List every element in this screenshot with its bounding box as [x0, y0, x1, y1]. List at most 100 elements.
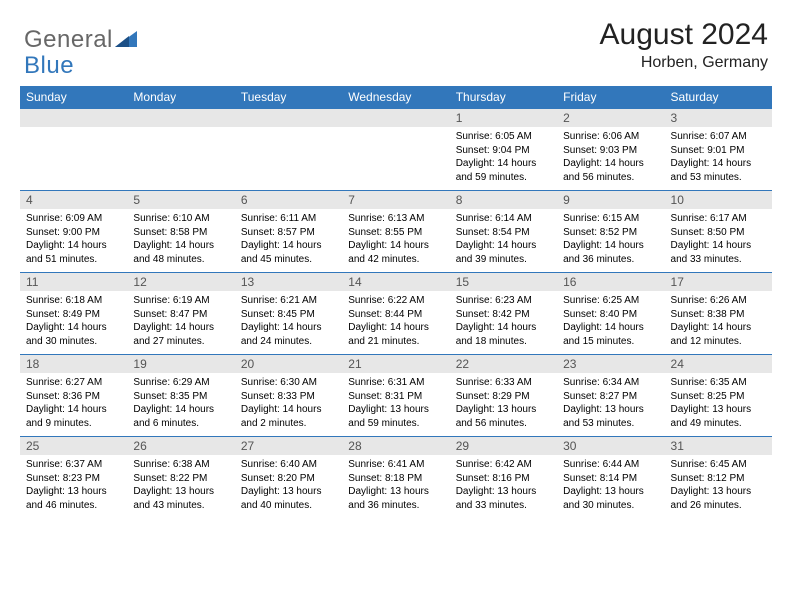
sunrise-text: Sunrise: 6:14 AM: [456, 212, 551, 226]
sunset-text: Sunset: 8:33 PM: [241, 390, 336, 404]
day-detail-cell: Sunrise: 6:26 AMSunset: 8:38 PMDaylight:…: [665, 291, 772, 355]
day-number-cell: 3: [665, 109, 772, 128]
sunset-text: Sunset: 8:52 PM: [563, 226, 658, 240]
day-detail-cell: Sunrise: 6:31 AMSunset: 8:31 PMDaylight:…: [342, 373, 449, 437]
day-detail-cell: [342, 127, 449, 191]
sunrise-text: Sunrise: 6:45 AM: [671, 458, 766, 472]
day-number-cell: 13: [235, 273, 342, 292]
sunset-text: Sunset: 8:40 PM: [563, 308, 658, 322]
daylight-text: Daylight: 14 hours and 30 minutes.: [26, 321, 121, 348]
day-number-cell: 27: [235, 437, 342, 456]
day-detail-row: Sunrise: 6:37 AMSunset: 8:23 PMDaylight:…: [20, 455, 772, 518]
day-detail-cell: Sunrise: 6:33 AMSunset: 8:29 PMDaylight:…: [450, 373, 557, 437]
daylight-text: Daylight: 14 hours and 24 minutes.: [241, 321, 336, 348]
daylight-text: Daylight: 14 hours and 9 minutes.: [26, 403, 121, 430]
daylight-text: Daylight: 13 hours and 46 minutes.: [26, 485, 121, 512]
day-header: Monday: [127, 86, 234, 109]
day-number-cell: 26: [127, 437, 234, 456]
sunrise-text: Sunrise: 6:35 AM: [671, 376, 766, 390]
day-header: Sunday: [20, 86, 127, 109]
day-detail-cell: Sunrise: 6:13 AMSunset: 8:55 PMDaylight:…: [342, 209, 449, 273]
day-number-cell: 24: [665, 355, 772, 374]
sunset-text: Sunset: 8:47 PM: [133, 308, 228, 322]
day-header: Saturday: [665, 86, 772, 109]
day-detail-cell: [235, 127, 342, 191]
day-detail-cell: Sunrise: 6:45 AMSunset: 8:12 PMDaylight:…: [665, 455, 772, 518]
daylight-text: Daylight: 14 hours and 27 minutes.: [133, 321, 228, 348]
day-number-cell: 18: [20, 355, 127, 374]
sunset-text: Sunset: 8:54 PM: [456, 226, 551, 240]
sunset-text: Sunset: 8:20 PM: [241, 472, 336, 486]
daylight-text: Daylight: 14 hours and 56 minutes.: [563, 157, 658, 184]
daylight-text: Daylight: 13 hours and 36 minutes.: [348, 485, 443, 512]
day-number-cell: 8: [450, 191, 557, 210]
daylight-text: Daylight: 13 hours and 26 minutes.: [671, 485, 766, 512]
calendar-table: Sunday Monday Tuesday Wednesday Thursday…: [20, 86, 772, 518]
day-number-row: 45678910: [20, 191, 772, 210]
day-detail-cell: Sunrise: 6:10 AMSunset: 8:58 PMDaylight:…: [127, 209, 234, 273]
day-number-cell: 20: [235, 355, 342, 374]
day-number-cell: 21: [342, 355, 449, 374]
sunset-text: Sunset: 9:00 PM: [26, 226, 121, 240]
sunrise-text: Sunrise: 6:25 AM: [563, 294, 658, 308]
day-detail-row: Sunrise: 6:05 AMSunset: 9:04 PMDaylight:…: [20, 127, 772, 191]
day-detail-cell: Sunrise: 6:05 AMSunset: 9:04 PMDaylight:…: [450, 127, 557, 191]
sunrise-text: Sunrise: 6:09 AM: [26, 212, 121, 226]
day-number-row: 123: [20, 109, 772, 128]
daylight-text: Daylight: 13 hours and 59 minutes.: [348, 403, 443, 430]
day-detail-cell: Sunrise: 6:42 AMSunset: 8:16 PMDaylight:…: [450, 455, 557, 518]
sunrise-text: Sunrise: 6:26 AM: [671, 294, 766, 308]
day-number-cell: 28: [342, 437, 449, 456]
sunset-text: Sunset: 8:27 PM: [563, 390, 658, 404]
day-header-row: Sunday Monday Tuesday Wednesday Thursday…: [20, 86, 772, 109]
day-detail-cell: Sunrise: 6:09 AMSunset: 9:00 PMDaylight:…: [20, 209, 127, 273]
day-number-cell: 15: [450, 273, 557, 292]
daylight-text: Daylight: 14 hours and 39 minutes.: [456, 239, 551, 266]
day-number-cell: 29: [450, 437, 557, 456]
sunset-text: Sunset: 9:04 PM: [456, 144, 551, 158]
day-number-cell: [127, 109, 234, 128]
day-number-cell: 4: [20, 191, 127, 210]
sunset-text: Sunset: 8:31 PM: [348, 390, 443, 404]
sunrise-text: Sunrise: 6:34 AM: [563, 376, 658, 390]
sunrise-text: Sunrise: 6:05 AM: [456, 130, 551, 144]
day-number-cell: 19: [127, 355, 234, 374]
sunrise-text: Sunrise: 6:37 AM: [26, 458, 121, 472]
sunset-text: Sunset: 8:36 PM: [26, 390, 121, 404]
daylight-text: Daylight: 14 hours and 59 minutes.: [456, 157, 551, 184]
sunrise-text: Sunrise: 6:18 AM: [26, 294, 121, 308]
day-number-cell: 17: [665, 273, 772, 292]
day-number-row: 11121314151617: [20, 273, 772, 292]
sunrise-text: Sunrise: 6:33 AM: [456, 376, 551, 390]
day-number-cell: [20, 109, 127, 128]
day-number-cell: [342, 109, 449, 128]
day-detail-cell: Sunrise: 6:18 AMSunset: 8:49 PMDaylight:…: [20, 291, 127, 355]
day-detail-row: Sunrise: 6:27 AMSunset: 8:36 PMDaylight:…: [20, 373, 772, 437]
daylight-text: Daylight: 14 hours and 33 minutes.: [671, 239, 766, 266]
day-number-cell: 7: [342, 191, 449, 210]
day-detail-cell: Sunrise: 6:30 AMSunset: 8:33 PMDaylight:…: [235, 373, 342, 437]
sunset-text: Sunset: 8:57 PM: [241, 226, 336, 240]
sunset-text: Sunset: 8:12 PM: [671, 472, 766, 486]
day-detail-cell: Sunrise: 6:34 AMSunset: 8:27 PMDaylight:…: [557, 373, 664, 437]
logo: General: [24, 18, 139, 54]
sunset-text: Sunset: 9:01 PM: [671, 144, 766, 158]
daylight-text: Daylight: 13 hours and 43 minutes.: [133, 485, 228, 512]
day-header: Wednesday: [342, 86, 449, 109]
month-title: August 2024: [600, 18, 768, 52]
day-number-cell: 23: [557, 355, 664, 374]
sunset-text: Sunset: 8:25 PM: [671, 390, 766, 404]
daylight-text: Daylight: 13 hours and 49 minutes.: [671, 403, 766, 430]
sunset-text: Sunset: 8:18 PM: [348, 472, 443, 486]
day-number-cell: 16: [557, 273, 664, 292]
sunrise-text: Sunrise: 6:27 AM: [26, 376, 121, 390]
sunrise-text: Sunrise: 6:17 AM: [671, 212, 766, 226]
sunset-text: Sunset: 8:42 PM: [456, 308, 551, 322]
sunset-text: Sunset: 8:44 PM: [348, 308, 443, 322]
day-number-cell: 1: [450, 109, 557, 128]
sunset-text: Sunset: 9:03 PM: [563, 144, 658, 158]
day-number-cell: 6: [235, 191, 342, 210]
day-detail-cell: Sunrise: 6:29 AMSunset: 8:35 PMDaylight:…: [127, 373, 234, 437]
daylight-text: Daylight: 14 hours and 6 minutes.: [133, 403, 228, 430]
day-detail-cell: Sunrise: 6:06 AMSunset: 9:03 PMDaylight:…: [557, 127, 664, 191]
